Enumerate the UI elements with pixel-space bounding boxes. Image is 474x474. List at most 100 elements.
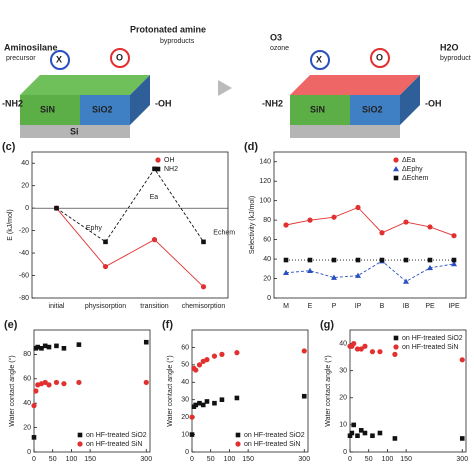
x-tick-label: 100: [224, 456, 236, 463]
marker: [53, 379, 60, 386]
marker: [102, 263, 109, 270]
marker: [301, 348, 307, 354]
marker: [351, 340, 357, 347]
text: SiN: [310, 104, 325, 114]
marker: [362, 343, 368, 349]
marker: [33, 388, 39, 394]
text: -NH2: [262, 98, 283, 108]
x-circle: [50, 50, 70, 70]
sin-block: [290, 95, 350, 125]
legend-label: NH2: [164, 166, 178, 173]
marker: [219, 351, 225, 357]
y-tick-label: 10: [339, 422, 347, 429]
panel-label: (f): [162, 319, 173, 331]
marker: [459, 357, 465, 363]
marker: [377, 349, 383, 355]
marker: [392, 351, 398, 357]
series-line: [56, 207, 204, 288]
legend-label: OH: [164, 157, 175, 164]
x-tick-label: E: [308, 303, 313, 310]
text: -OH: [155, 98, 172, 108]
x-tick-label: initial: [49, 303, 65, 310]
y-tick-label: 80: [263, 217, 271, 224]
text: O3: [270, 32, 282, 42]
legend-label: ΔEa: [402, 157, 415, 164]
marker: [283, 257, 289, 263]
x-tick-label: 300: [456, 456, 468, 463]
arrow: [218, 80, 232, 96]
y-tick-label: 60: [23, 376, 31, 383]
marker: [31, 435, 37, 440]
panel-label: (d): [244, 141, 258, 153]
y-tick-label: 120: [259, 178, 271, 185]
marker: [283, 269, 289, 275]
marker: [189, 432, 195, 437]
panel-label: (c): [2, 141, 16, 153]
text: -OH: [425, 98, 442, 108]
marker: [393, 157, 399, 163]
marker: [54, 343, 59, 349]
text: O: [116, 52, 123, 62]
marker: [331, 274, 337, 280]
sio2-block: [350, 95, 400, 125]
marker: [307, 217, 313, 223]
legend-label: on HF-treated SiO2: [402, 335, 463, 342]
y-tick-label: 50: [181, 362, 189, 369]
y-tick-label: 100: [259, 198, 271, 205]
marker: [31, 403, 37, 409]
y-tick-label: 80: [23, 351, 31, 358]
legend-label: on HF-treated SiO2: [244, 432, 305, 439]
marker: [235, 432, 241, 438]
annotation: Echem: [213, 230, 235, 237]
text: Si: [70, 126, 79, 136]
plot-frame: [273, 151, 467, 299]
marker: [451, 233, 457, 239]
x-tick-label: 100: [382, 456, 394, 463]
y-tick-label: 20: [181, 414, 189, 421]
y-tick-label: 40: [339, 340, 347, 347]
text: byproduct: [440, 55, 471, 62]
si-block: [20, 125, 130, 138]
y-tick-label: 20: [23, 424, 31, 431]
marker: [77, 432, 83, 438]
marker: [403, 219, 409, 225]
si-block: [290, 125, 400, 138]
y-tick-label: 30: [339, 368, 347, 375]
y-tick-label: 0: [267, 295, 271, 302]
marker: [393, 175, 399, 181]
illustration-b: O3 ozone X O H2O byproduct -NH2 -OH SiN …: [262, 32, 471, 138]
plot-frame: [31, 151, 229, 299]
y-tick-label: 0: [343, 449, 347, 456]
y-tick-label: 0: [25, 205, 29, 212]
marker: [211, 353, 218, 359]
marker: [143, 379, 149, 386]
marker: [347, 433, 353, 439]
marker: [451, 260, 457, 267]
y-tick-label: 20: [263, 275, 271, 282]
marker: [351, 422, 357, 428]
text: SiN: [40, 104, 55, 114]
marker: [193, 367, 199, 373]
y-axis-label: Selectivity (kJ/mol): [249, 196, 256, 254]
marker: [212, 400, 217, 406]
y-tick-label: 0: [27, 449, 31, 456]
text: SiO2: [362, 104, 383, 114]
x-tick-label: IB: [403, 303, 410, 310]
marker: [355, 257, 361, 263]
y-tick-label: 10: [181, 431, 189, 438]
panel-label: (e): [4, 319, 18, 331]
illustration-a: Aminosilane precursor X O Protonated ami…: [2, 24, 206, 138]
marker: [103, 239, 108, 245]
marker: [379, 257, 385, 263]
marker: [283, 222, 289, 228]
marker: [349, 430, 355, 436]
marker: [451, 257, 457, 263]
x-tick-label: IPE: [448, 303, 460, 310]
x-tick-label: transition: [140, 303, 169, 310]
text: O: [376, 52, 383, 62]
legend-label: ΔEphy: [402, 166, 423, 173]
y-tick-label: 40: [23, 400, 31, 407]
marker: [307, 257, 313, 263]
sin-top: [20, 75, 150, 95]
marker: [200, 402, 206, 408]
